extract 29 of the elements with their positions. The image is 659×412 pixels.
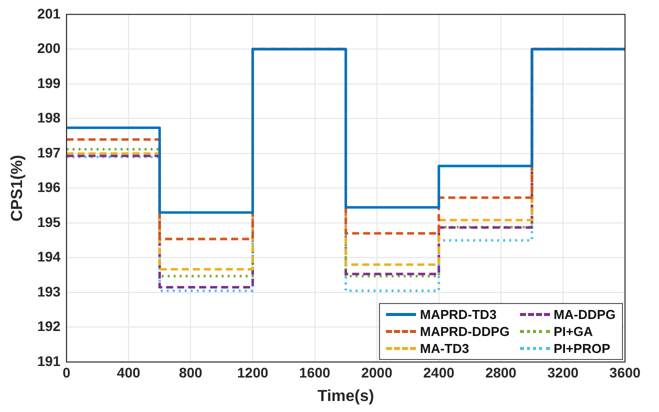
- x-tick-label: 2400: [423, 364, 455, 380]
- x-tick-label: 2000: [361, 364, 393, 380]
- y-tick-label: 195: [37, 214, 61, 230]
- y-tick-label: 193: [37, 283, 61, 300]
- y-tick-label: 194: [37, 248, 61, 265]
- legend-label: PI+PROP: [554, 341, 610, 356]
- y-tick-label: 199: [37, 74, 61, 91]
- legend-label: MA-TD3: [420, 341, 470, 356]
- y-tick-label: 191: [37, 352, 61, 369]
- legend-label: MA-DDPG: [554, 307, 616, 322]
- legend-label: MAPRD-DDPG: [420, 324, 510, 339]
- x-tick-label: 1600: [299, 364, 331, 380]
- x-tick-label: 800: [178, 364, 203, 380]
- legend-label: MAPRD-TD3: [420, 307, 497, 322]
- x-tick-label: 3600: [609, 364, 641, 380]
- x-tick-label: 1200: [237, 364, 268, 380]
- x-axis-title: Time(s): [317, 388, 374, 405]
- y-tick-label: 201: [37, 5, 61, 22]
- y-tick-label: 200: [37, 40, 61, 56]
- y-axis-title: CPS1(%): [9, 154, 26, 222]
- y-tick-label: 198: [37, 110, 61, 126]
- x-tick-label: 2800: [485, 364, 517, 380]
- legend-label: PI+GA: [554, 324, 593, 339]
- x-tick-label: 0: [62, 364, 71, 380]
- y-tick-label: 196: [37, 179, 61, 196]
- x-tick-label: 3200: [547, 364, 579, 380]
- y-tick-label: 192: [37, 318, 61, 334]
- y-tick-label: 197: [37, 144, 61, 160]
- x-tick-label: 400: [116, 364, 140, 380]
